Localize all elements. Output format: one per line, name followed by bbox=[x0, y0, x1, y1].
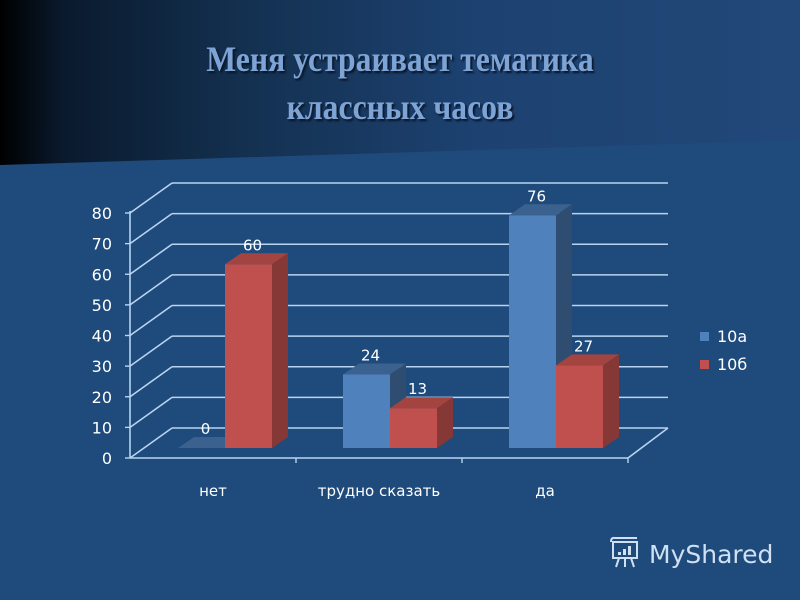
svg-text:нет: нет bbox=[199, 482, 227, 500]
slide-title-line2: классных часов bbox=[286, 87, 514, 127]
svg-text:трудно сказать: трудно сказать bbox=[318, 482, 441, 500]
chart-legend: 10а 10б bbox=[700, 322, 747, 378]
svg-text:0: 0 bbox=[201, 420, 211, 438]
svg-text:13: 13 bbox=[408, 380, 427, 398]
svg-text:30: 30 bbox=[92, 357, 112, 376]
svg-text:76: 76 bbox=[527, 187, 546, 205]
legend-label: 10б bbox=[717, 354, 748, 374]
svg-text:80: 80 bbox=[92, 204, 112, 223]
svg-text:20: 20 bbox=[92, 388, 112, 407]
svg-text:да: да bbox=[535, 482, 555, 500]
svg-text:27: 27 bbox=[574, 337, 593, 355]
legend-item-10b: 10б bbox=[700, 350, 747, 378]
slide-title-line1: Меня устраивает тематика bbox=[206, 39, 594, 79]
svg-text:24: 24 bbox=[361, 347, 380, 365]
svg-text:70: 70 bbox=[92, 235, 112, 254]
legend-swatch-10a bbox=[700, 331, 709, 341]
svg-text:40: 40 bbox=[92, 327, 112, 346]
legend-label: 10а bbox=[717, 326, 748, 346]
legend-swatch-10b bbox=[700, 359, 709, 369]
presentation-board-icon bbox=[607, 534, 643, 574]
watermark: MyShared bbox=[607, 534, 773, 574]
svg-text:60: 60 bbox=[243, 236, 262, 254]
svg-text:60: 60 bbox=[92, 265, 112, 284]
svg-text:0: 0 bbox=[102, 449, 112, 468]
watermark-text: MyShared bbox=[649, 539, 774, 569]
svg-text:50: 50 bbox=[92, 296, 112, 315]
title-band bbox=[0, 0, 800, 165]
legend-item-10a: 10а bbox=[700, 322, 747, 350]
svg-text:10: 10 bbox=[92, 418, 112, 437]
